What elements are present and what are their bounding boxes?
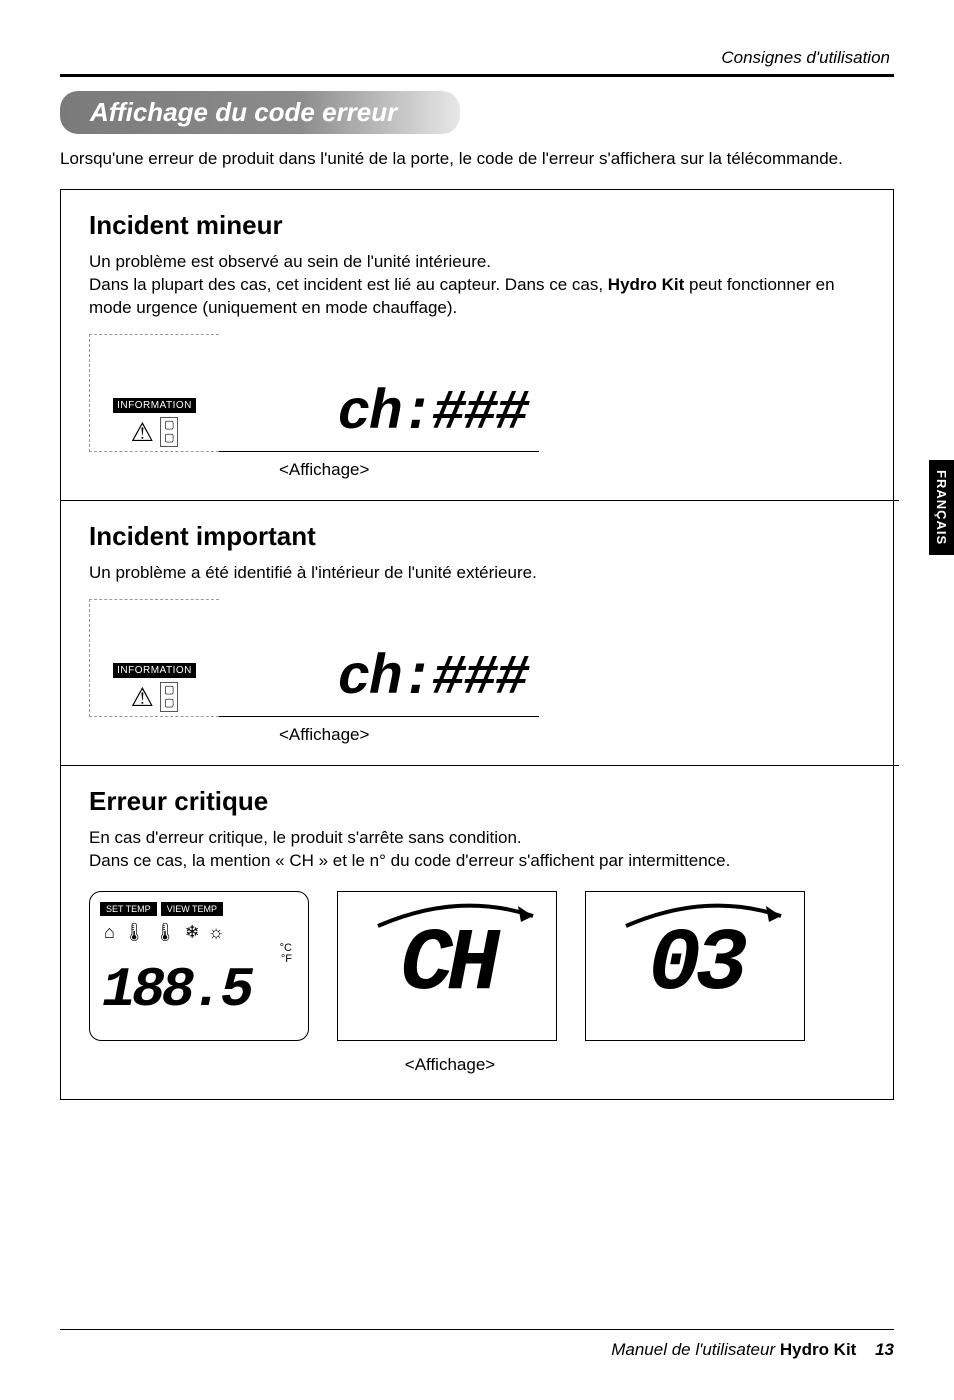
minor-info-lower: ⚠ ▢▢	[131, 417, 179, 447]
house-icon: ⌂	[104, 922, 115, 943]
minor-info-box: INFORMATION ⚠ ▢▢	[89, 334, 219, 452]
minor-product: Hydro Kit	[608, 275, 685, 294]
section-title: Affichage du code erreur	[90, 97, 397, 127]
major-code: ch:###	[337, 646, 527, 710]
critical-row: SET TEMP VIEW TEMP ⌂ 🌡 🌡 ❄ ☼ °C °F 188.5…	[89, 891, 871, 1041]
caution-icon: ⚠	[131, 419, 154, 445]
panel-ch: CH	[337, 891, 557, 1041]
major-display-row: INFORMATION ⚠ ▢▢ ch:###	[89, 599, 871, 717]
minor-code: ch:###	[337, 381, 527, 445]
sun-icon: ☼	[208, 922, 225, 943]
information-tag-2: INFORMATION	[113, 663, 196, 678]
major-caption: <Affichage>	[279, 725, 871, 745]
intro-text: Lorsqu'une erreur de produit dans l'unit…	[60, 148, 894, 171]
view-temp-tab: VIEW TEMP	[161, 902, 223, 916]
temp-icon-2: 🌡	[154, 922, 177, 943]
footer-manual: Manuel de l'utilisateur	[611, 1340, 775, 1359]
minor-code-panel: ch:###	[219, 334, 539, 452]
set-temp-tab: SET TEMP	[100, 902, 157, 916]
section-banner: Affichage du code erreur	[60, 91, 460, 134]
lcd-value: 188.5	[100, 965, 298, 1015]
critical-body: En cas d'erreur critique, le produit s'a…	[89, 827, 871, 873]
incidents-card: Incident mineur Un problème est observé …	[60, 189, 894, 1100]
arrow-icon	[368, 896, 548, 936]
critical-title: Erreur critique	[89, 786, 871, 817]
minor-line1: Un problème est observé au sein de l'uni…	[89, 252, 491, 271]
arrow-icon-2	[616, 896, 796, 936]
major-code-panel: ch:###	[219, 599, 539, 717]
major-body: Un problème a été identifié à l'intérieu…	[89, 562, 871, 585]
caution-icon-2: ⚠	[131, 684, 154, 710]
minor-title: Incident mineur	[89, 210, 871, 241]
arrows-icon: ▢▢	[160, 417, 178, 447]
separator-1	[61, 500, 899, 501]
lcd-icons: ⌂ 🌡 🌡 ❄ ☼	[100, 922, 298, 943]
information-tag: INFORMATION	[113, 398, 196, 413]
major-title: Incident important	[89, 521, 871, 552]
critical-caption: <Affichage>	[29, 1055, 871, 1075]
lcd-tabs: SET TEMP VIEW TEMP	[100, 902, 298, 916]
panel-code: 03	[585, 891, 805, 1041]
footer: Manuel de l'utilisateur Hydro Kit 13	[60, 1329, 894, 1360]
separator-2	[61, 765, 899, 766]
minor-body: Un problème est observé au sein de l'uni…	[89, 251, 871, 320]
language-tab: FRANÇAIS	[929, 460, 954, 555]
header-context: Consignes d'utilisation	[60, 48, 894, 68]
major-info-box: INFORMATION ⚠ ▢▢	[89, 599, 219, 717]
lcd-box: SET TEMP VIEW TEMP ⌂ 🌡 🌡 ❄ ☼ °C °F 188.5	[89, 891, 309, 1041]
minor-display-row: INFORMATION ⚠ ▢▢ ch:###	[89, 334, 871, 452]
arrows-icon-2: ▢▢	[160, 682, 178, 712]
critical-line2: Dans ce cas, la mention « CH » et le n° …	[89, 851, 730, 870]
temp-icon-1: 🌡	[123, 922, 146, 943]
snow-icon: ❄	[185, 922, 200, 943]
minor-caption: <Affichage>	[279, 460, 871, 480]
major-info-lower: ⚠ ▢▢	[131, 682, 179, 712]
page-number: 13	[875, 1340, 894, 1359]
footer-product: Hydro Kit	[780, 1340, 857, 1359]
minor-line2a: Dans la plupart des cas, cet incident es…	[89, 275, 608, 294]
critical-line1: En cas d'erreur critique, le produit s'a…	[89, 828, 522, 847]
header-rule	[60, 74, 894, 77]
deg-c: °C	[100, 943, 298, 954]
